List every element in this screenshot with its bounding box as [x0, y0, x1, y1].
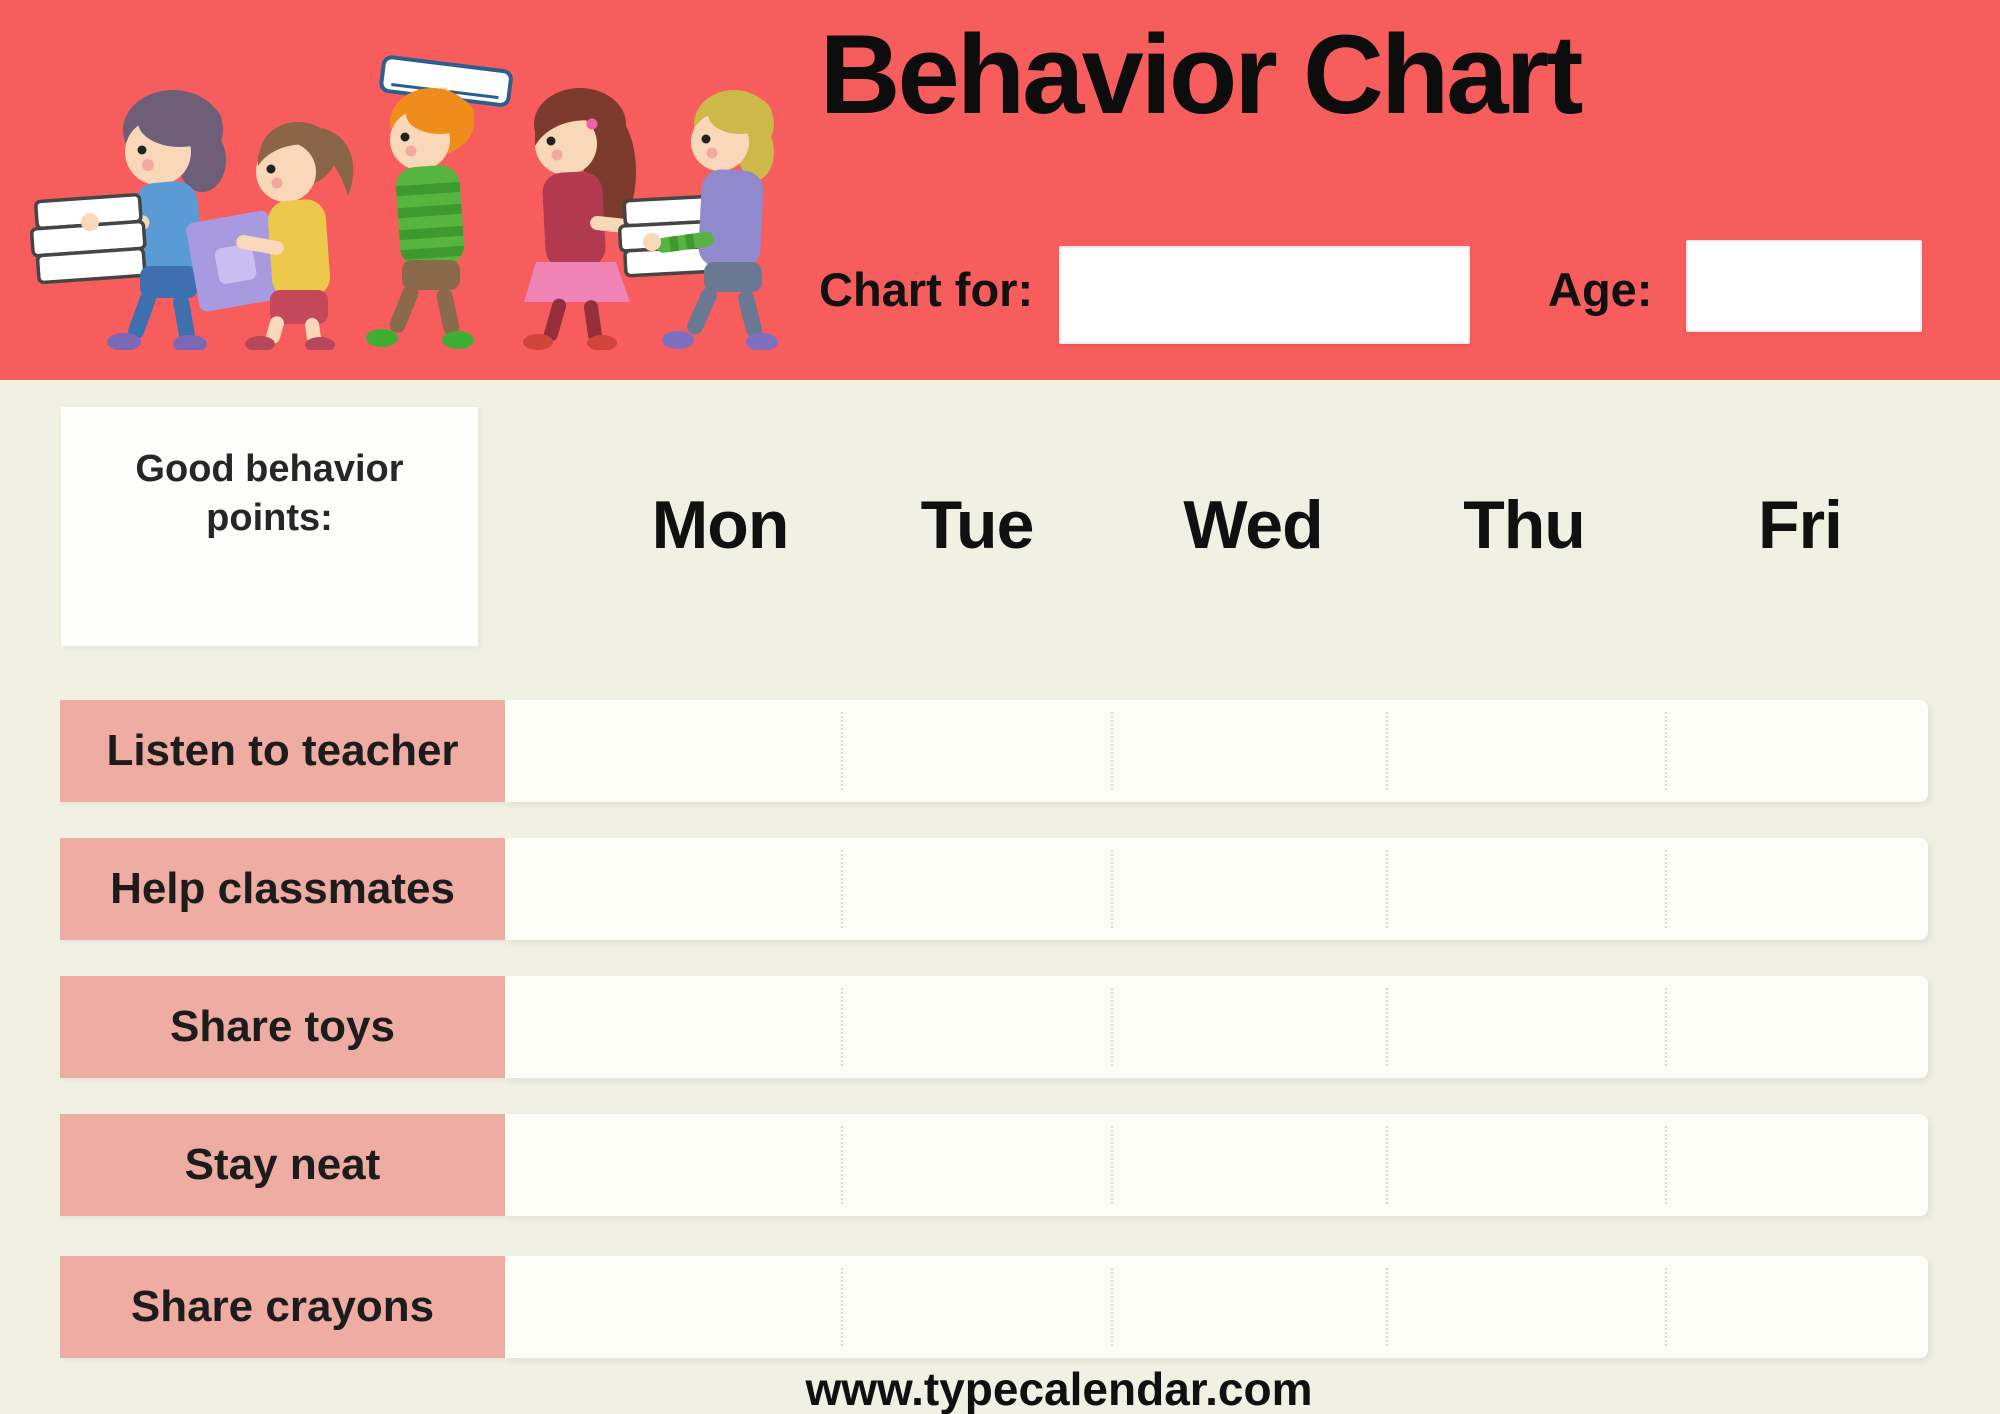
day-cell[interactable]	[841, 1114, 1112, 1216]
day-cell[interactable]	[1386, 700, 1666, 802]
row-cells	[505, 976, 1928, 1078]
day-cell[interactable]	[841, 976, 1112, 1078]
day-cell[interactable]	[1111, 700, 1387, 802]
day-cell[interactable]	[1111, 1114, 1387, 1216]
day-header-thu: Thu	[1463, 487, 1586, 563]
kids-carrying-books-illustration	[30, 55, 778, 350]
day-cell[interactable]	[505, 976, 842, 1078]
day-cell[interactable]	[1665, 976, 1928, 1078]
day-cell[interactable]	[1111, 838, 1387, 940]
footer: www.typecalendar.com	[0, 1362, 2000, 1414]
day-cell[interactable]	[1386, 976, 1666, 1078]
row-label: Share toys	[60, 976, 505, 1078]
table-row: Listen to teacher	[60, 700, 1928, 802]
row-label: Stay neat	[60, 1114, 505, 1216]
kid-5	[643, 90, 778, 350]
page-title: Behavior Chart	[819, 11, 1584, 137]
day-cell[interactable]	[1665, 700, 1928, 802]
row-cells	[505, 1114, 1928, 1216]
kid-3	[366, 55, 513, 349]
purple-book	[186, 210, 283, 312]
table-row: Share crayons	[60, 1256, 1928, 1358]
corner-card-label: Good behavior points:	[135, 448, 404, 540]
day-cell[interactable]	[1111, 1256, 1387, 1358]
row-label: Share crayons	[60, 1256, 505, 1358]
day-cell[interactable]	[505, 1256, 842, 1358]
day-cell[interactable]	[841, 700, 1112, 802]
row-label: Listen to teacher	[60, 700, 505, 802]
table-row: Share toys	[60, 976, 1928, 1078]
day-cell[interactable]	[1665, 1114, 1928, 1216]
day-cell[interactable]	[1386, 1114, 1666, 1216]
day-header-mon: Mon	[651, 487, 790, 563]
age-label: Age:	[1548, 263, 1653, 316]
day-cell[interactable]	[505, 838, 842, 940]
table-row: Stay neat	[60, 1114, 1928, 1216]
day-cell[interactable]	[1386, 838, 1666, 940]
day-cell[interactable]	[841, 1256, 1112, 1358]
table-row: Help classmates	[60, 838, 1928, 940]
day-cell[interactable]	[1665, 838, 1928, 940]
day-cell[interactable]	[1386, 1256, 1666, 1358]
day-header-tue: Tue	[920, 487, 1035, 563]
chart-for-field[interactable]	[1059, 246, 1470, 344]
row-label: Help classmates	[60, 838, 505, 940]
day-cell[interactable]	[841, 838, 1112, 940]
banner: Behavior Chart Chart for: Age:	[0, 0, 2000, 380]
day-cell[interactable]	[1665, 1256, 1928, 1358]
chart-for-label: Chart for:	[819, 263, 1034, 316]
row-cells	[505, 1256, 1928, 1358]
kid-2	[186, 122, 354, 350]
day-header-wed: Wed	[1183, 487, 1323, 563]
age-field[interactable]	[1686, 240, 1922, 332]
book-stack-left	[30, 193, 147, 285]
row-cells	[505, 700, 1928, 802]
day-header-fri: Fri	[1758, 487, 1843, 563]
kid-1	[30, 90, 226, 350]
day-cell[interactable]	[505, 700, 842, 802]
day-cell[interactable]	[1111, 976, 1387, 1078]
site-url: www.typecalendar.com	[805, 1363, 1313, 1414]
row-cells	[505, 838, 1928, 940]
corner-card: Good behavior points:	[61, 407, 478, 646]
day-cell[interactable]	[505, 1114, 842, 1216]
